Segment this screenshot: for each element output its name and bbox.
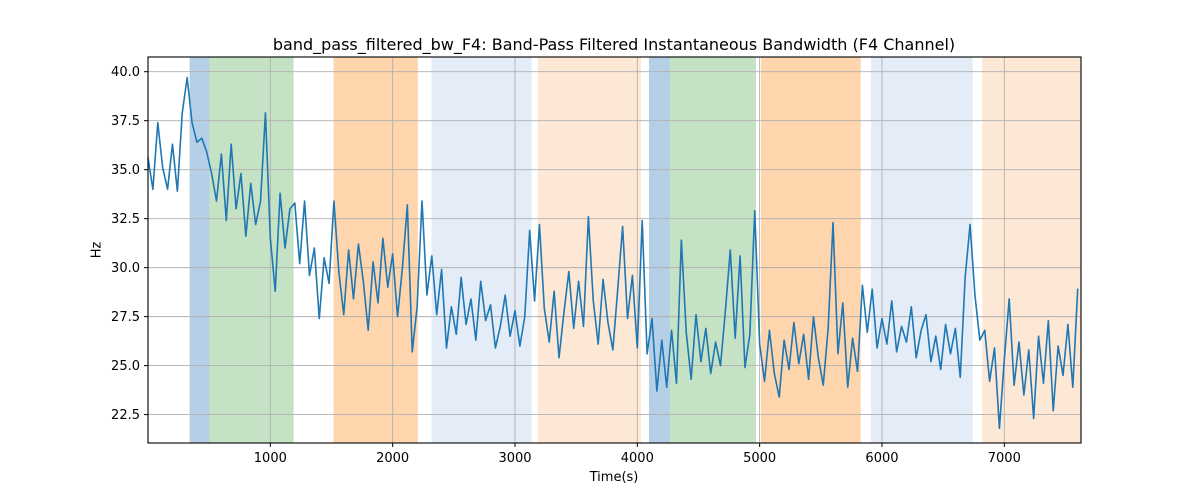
x-tick-label: 6000 [865,451,898,466]
y-axis-label: Hz [89,241,105,259]
series-line [147,76,1079,430]
y-tick-label: 30.0 [111,261,140,276]
axes-frame [147,56,1082,444]
x-tick-label: 1000 [254,451,287,466]
highlight-band-7 [760,57,861,443]
y-tick-label: 37.5 [111,114,140,129]
chart-title: band_pass_filtered_bw_F4: Band-Pass Filt… [272,35,956,54]
highlight-band-3 [431,57,532,443]
highlight-band-9 [982,57,1081,443]
x-tick-label: 7000 [988,451,1021,466]
x-tick-label: 5000 [743,451,776,466]
y-tick-label: 27.5 [111,310,140,325]
x-axis-label: Time(s) [589,470,639,485]
x-tick-label: 3000 [498,451,531,466]
highlight-band-2 [333,57,418,443]
x-tick-label: 4000 [621,451,654,466]
x-tick-label: 2000 [376,451,409,466]
y-tick-label: 35.0 [111,163,140,178]
highlight-band-0 [189,57,210,443]
highlight-band-1 [209,57,294,443]
y-tick-label: 22.5 [111,408,140,423]
y-tick-label: 40.0 [111,65,140,80]
y-tick-label: 32.5 [111,212,140,227]
y-tick-label: 25.0 [111,359,140,374]
highlight-band-4 [537,57,641,443]
highlight-band-8 [870,57,973,443]
highlight-band-6 [669,57,756,443]
